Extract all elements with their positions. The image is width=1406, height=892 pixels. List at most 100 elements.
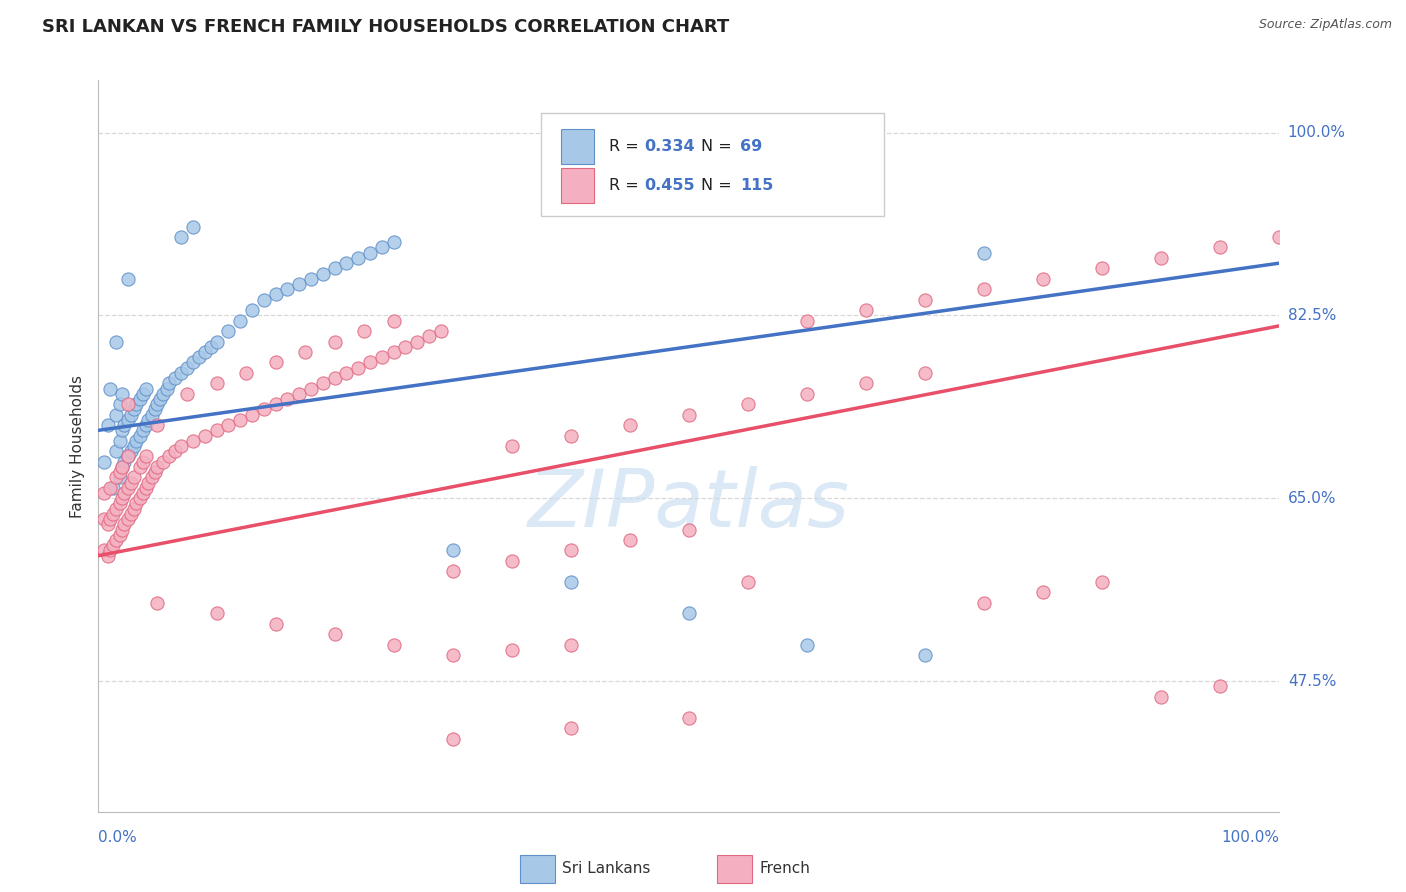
Point [112, 486, 135, 500]
Point [1091, 261, 1114, 276]
Bar [561, 129, 595, 164]
Point [737, 397, 759, 411]
Point [105, 334, 128, 349]
Point [101, 507, 124, 521]
Point [406, 334, 429, 349]
Point [560, 638, 582, 652]
Point [312, 376, 335, 391]
Point [973, 245, 995, 260]
Point [200, 340, 222, 354]
Point [371, 350, 394, 364]
Point [240, 303, 263, 318]
Point [111, 459, 134, 474]
Point [312, 267, 335, 281]
Point [1032, 272, 1054, 286]
Point [418, 329, 440, 343]
Point [299, 382, 322, 396]
Point [181, 434, 204, 448]
Text: N =: N = [700, 139, 737, 154]
Point [128, 428, 150, 442]
Point [112, 517, 135, 532]
Point [1032, 585, 1054, 599]
Point [441, 731, 464, 746]
Point [1091, 574, 1114, 589]
Point [347, 360, 370, 375]
Point [430, 324, 453, 338]
Point [125, 397, 148, 411]
Point [973, 282, 995, 296]
Point [121, 408, 143, 422]
Point [914, 648, 936, 662]
Point [128, 392, 150, 406]
Point [560, 428, 582, 442]
Point [359, 355, 381, 369]
Point [111, 423, 134, 437]
Point [382, 313, 405, 327]
Point [217, 418, 239, 433]
Point [181, 219, 204, 234]
Text: 0.334: 0.334 [644, 139, 695, 154]
Point [501, 439, 523, 453]
Point [122, 470, 145, 484]
Point [229, 413, 252, 427]
FancyBboxPatch shape [541, 113, 884, 216]
Point [165, 371, 187, 385]
Point [235, 366, 257, 380]
Point [97, 418, 120, 433]
Text: French: French [759, 862, 810, 876]
Point [264, 287, 287, 301]
Point [132, 423, 155, 437]
Point [176, 360, 198, 375]
Point [187, 350, 209, 364]
Point [1209, 679, 1232, 693]
Point [93, 486, 115, 500]
Point [176, 386, 198, 401]
Point [135, 418, 157, 433]
Text: 47.5%: 47.5% [1288, 673, 1336, 689]
Text: 115: 115 [740, 178, 773, 193]
Point [560, 574, 582, 589]
Point [152, 386, 174, 401]
Point [253, 402, 276, 417]
Point [101, 481, 124, 495]
Point [170, 366, 193, 380]
Point [335, 256, 357, 270]
Point [170, 230, 193, 244]
Point [111, 386, 134, 401]
Point [323, 627, 346, 641]
Point [117, 272, 139, 286]
Point [135, 382, 157, 396]
Point [146, 459, 169, 474]
Text: R =: R = [609, 139, 644, 154]
Y-axis label: Family Households: Family Households [70, 375, 86, 517]
Point [170, 439, 193, 453]
Text: 69: 69 [740, 139, 762, 154]
Point [136, 475, 159, 490]
Point [914, 293, 936, 307]
Point [157, 450, 180, 464]
Point [205, 376, 228, 391]
Point [217, 324, 239, 338]
Point [125, 434, 148, 448]
Point [121, 475, 143, 490]
Point [128, 491, 150, 506]
Point [299, 272, 322, 286]
Point [132, 386, 155, 401]
Point [501, 554, 523, 568]
Text: 100.0%: 100.0% [1222, 830, 1279, 846]
Point [796, 313, 818, 327]
Point [141, 470, 163, 484]
Text: 0.0%: 0.0% [98, 830, 138, 846]
Point [441, 648, 464, 662]
Point [382, 235, 405, 250]
Text: N =: N = [700, 178, 737, 193]
Point [135, 450, 157, 464]
Point [117, 413, 139, 427]
Point [122, 439, 145, 453]
Point [205, 334, 228, 349]
Point [108, 470, 131, 484]
Point [136, 413, 159, 427]
Point [323, 334, 346, 349]
Text: Source: ZipAtlas.com: Source: ZipAtlas.com [1258, 18, 1392, 31]
Text: 82.5%: 82.5% [1288, 308, 1336, 323]
